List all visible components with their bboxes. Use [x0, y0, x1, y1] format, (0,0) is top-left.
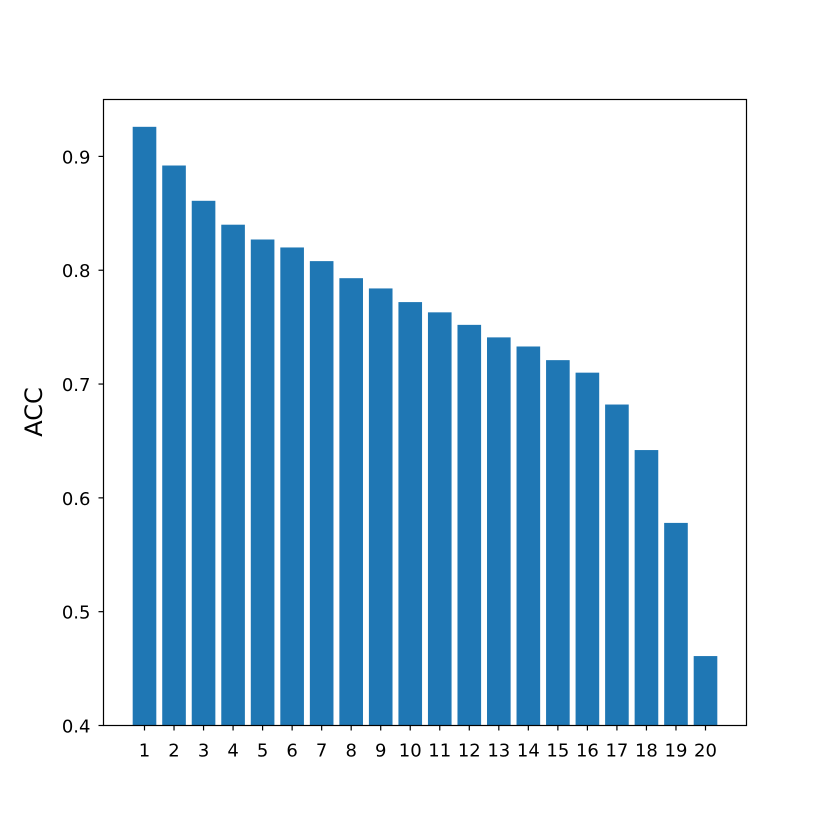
x-tick-label: 1 [139, 741, 150, 762]
x-tick-label: 5 [257, 741, 268, 762]
y-axis: 0.4 0.5 0.6 0.7 0.8 0.9 [62, 147, 104, 738]
bars-layer [132, 126, 718, 726]
x-tick-label: 14 [517, 741, 540, 762]
bar-14 [516, 346, 541, 726]
y-axis-label: ACC [20, 387, 48, 437]
bar-5 [250, 239, 275, 726]
x-tick-label: 8 [345, 741, 356, 762]
bar-1 [132, 126, 157, 726]
y-tick-label: 0.4 [62, 717, 91, 738]
x-tick-label: 7 [316, 741, 327, 762]
x-tick-label: 10 [399, 741, 422, 762]
x-tick-label: 15 [546, 741, 569, 762]
x-tick-label: 16 [576, 741, 599, 762]
bar-8 [339, 278, 363, 726]
bar-6 [280, 247, 304, 726]
bar-19 [664, 522, 688, 726]
bar-4 [221, 224, 245, 726]
x-tick-label: 11 [428, 741, 451, 762]
y-tick-label: 0.5 [62, 603, 91, 624]
x-tick-label: 19 [665, 741, 688, 762]
x-tick-label: 9 [375, 741, 386, 762]
x-tick-label: 20 [694, 741, 717, 762]
y-tick-label: 0.9 [62, 147, 91, 168]
x-tick-label: 2 [168, 741, 179, 762]
bar-10 [398, 302, 423, 726]
bar-16 [575, 372, 600, 726]
bar-12 [457, 324, 482, 726]
bar-15 [546, 360, 570, 726]
x-tick-label: 6 [286, 741, 297, 762]
bar-9 [368, 288, 393, 726]
bar-13 [487, 337, 511, 726]
bar-17 [605, 404, 629, 726]
bar-18 [634, 450, 659, 726]
x-tick-label: 18 [635, 741, 658, 762]
y-tick-label: 0.8 [62, 261, 91, 282]
plot-area-frame [102, 98, 748, 727]
bar-3 [191, 200, 216, 726]
x-tick-label: 3 [198, 741, 209, 762]
y-tick-label: 0.6 [62, 489, 91, 510]
bar-20 [693, 656, 718, 726]
bar-2 [162, 165, 186, 726]
x-tick-label: 12 [458, 741, 481, 762]
x-tick-label: 17 [605, 741, 628, 762]
bar-7 [309, 261, 334, 726]
x-tick-label: 13 [487, 741, 510, 762]
y-tick-label: 0.7 [62, 375, 91, 396]
x-axis: 1 2 3 4 5 6 7 8 9 10 11 12 13 14 15 16 17 18 19 20 [139, 725, 717, 762]
x-tick-label: 4 [227, 741, 238, 762]
bar-11 [427, 312, 452, 726]
